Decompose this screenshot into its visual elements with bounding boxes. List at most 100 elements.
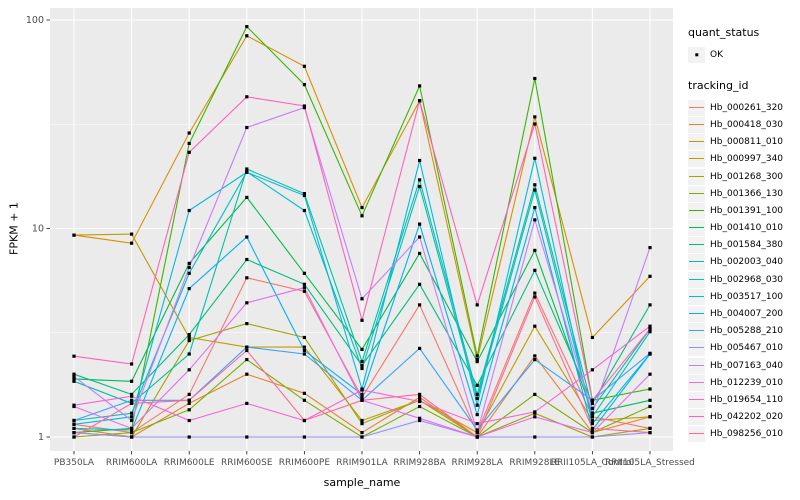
data-point (130, 431, 134, 435)
x-axis-title: sample_name (323, 476, 401, 489)
data-point (187, 131, 191, 135)
data-point (187, 352, 191, 356)
data-point (130, 394, 134, 398)
data-point (418, 303, 422, 307)
data-point (418, 399, 422, 404)
data-point (360, 388, 364, 392)
data-point (360, 435, 364, 439)
legend-key-line (688, 323, 705, 340)
data-point (648, 330, 652, 334)
line-swatch-icon (689, 347, 704, 349)
data-point (187, 392, 191, 396)
data-point (648, 324, 652, 328)
data-point (130, 411, 134, 415)
data-point (648, 387, 652, 391)
data-point (648, 398, 652, 402)
data-point (245, 435, 249, 439)
data-point (418, 416, 422, 420)
data-point (475, 431, 479, 435)
data-point (302, 83, 306, 87)
legend-item-label: Hb_000997_340 (710, 154, 784, 165)
data-point (533, 122, 537, 126)
data-point (302, 192, 306, 196)
data-point (245, 348, 249, 353)
legend-item-label: Hb_000261_320 (710, 102, 784, 113)
data-point (72, 233, 76, 237)
data-point (245, 34, 249, 38)
data-point (130, 398, 134, 402)
data-point (418, 235, 422, 239)
legend-key-line (688, 426, 705, 443)
data-point (360, 297, 364, 301)
legend-item-tracking: Hb_098256_010 (688, 426, 800, 443)
data-point (533, 410, 537, 414)
data-point (72, 379, 76, 383)
data-point (72, 418, 76, 423)
data-point (533, 324, 537, 328)
data-point (302, 418, 306, 423)
legend-item-label: Hb_007163_040 (710, 360, 784, 371)
data-point (130, 401, 134, 405)
data-point (418, 282, 422, 286)
legend-key-line (688, 391, 705, 408)
data-point (302, 193, 306, 198)
x-tick-label: RRIM600SE (221, 458, 273, 468)
data-point (245, 170, 249, 174)
line-swatch-icon (689, 158, 704, 160)
data-point (418, 184, 422, 189)
data-point (590, 368, 594, 372)
data-point (475, 392, 479, 396)
data-point (72, 403, 76, 407)
legend-key-line (688, 134, 705, 151)
legend-item-label: OK (710, 49, 723, 60)
x-tick-label: RRIM928BA (393, 458, 446, 468)
line-swatch-icon (689, 244, 704, 246)
data-point (360, 318, 364, 322)
legend-key-line (688, 374, 705, 391)
legend-item-label: Hb_002003_040 (710, 257, 784, 268)
data-point (475, 303, 479, 307)
x-tick-label: PB350LA (54, 458, 95, 468)
legend-key-line (688, 202, 705, 219)
data-point (418, 99, 422, 103)
legend-item-tracking: Hb_000811_010 (688, 134, 800, 151)
legend-item-label: Hb_001410_010 (710, 223, 784, 234)
data-point (302, 435, 306, 439)
data-point (130, 379, 134, 383)
x-tick-label: RRIM600LE (164, 458, 215, 468)
data-point (533, 415, 537, 419)
data-point (533, 435, 537, 439)
data-point (648, 246, 652, 250)
line-swatch-icon (689, 398, 704, 400)
data-point (302, 391, 306, 395)
data-point (475, 396, 479, 401)
legend-item-tracking: Hb_002003_040 (688, 254, 800, 271)
line-swatch-icon (689, 295, 704, 297)
data-point (302, 289, 306, 293)
data-point (648, 303, 652, 307)
data-point (418, 158, 422, 163)
legend-item-tracking: Hb_003517_100 (688, 288, 800, 305)
y-tick-label: 1 (38, 432, 44, 443)
data-point (418, 84, 422, 88)
data-point (648, 372, 652, 376)
y-tick-label: 100 (26, 15, 44, 26)
legend-item-tracking: Hb_004007_200 (688, 305, 800, 323)
legend-item-label: Hb_001391_100 (710, 205, 784, 216)
data-point (245, 345, 249, 349)
legend-item-tracking: Hb_001410_010 (688, 220, 800, 237)
legend-key-line (688, 168, 705, 185)
legend-key-line (688, 340, 705, 357)
data-point (590, 426, 594, 430)
data-point (72, 377, 76, 381)
data-point (245, 125, 249, 130)
data-point (72, 422, 76, 426)
legend-title-quant-status: quant_status (688, 26, 760, 39)
data-point (72, 354, 76, 358)
data-point (360, 366, 364, 371)
legend-key-line (688, 271, 705, 288)
legend-key-line (688, 409, 705, 426)
line-swatch-icon (689, 330, 704, 332)
legend-item-tracking: Hb_005467_010 (688, 340, 800, 357)
